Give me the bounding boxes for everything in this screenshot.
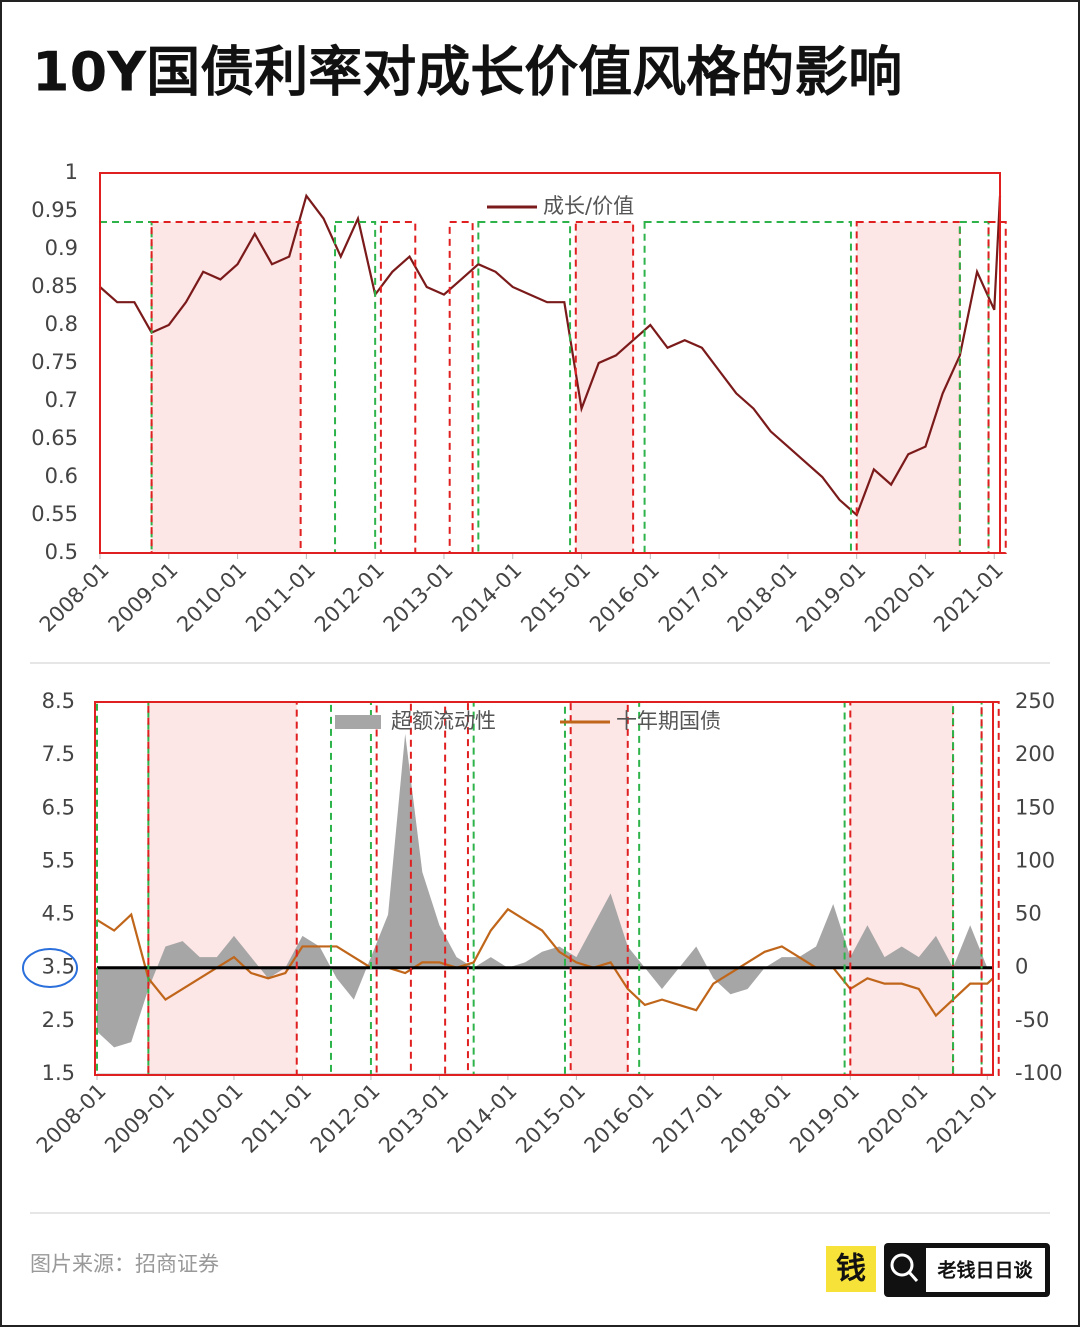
legend-label: 超额流动性 — [391, 709, 496, 733]
y-tick-label: 0.9 — [45, 236, 78, 260]
y-tick-label: 0.85 — [31, 274, 78, 298]
y2-tick-label: 200 — [1015, 742, 1055, 766]
search-icon — [907, 1271, 919, 1282]
highlight-circle — [22, 948, 78, 988]
title: 10Y国债利率对成长价值风格的影响 — [32, 41, 902, 104]
period-box — [987, 221, 1007, 554]
period-box — [379, 221, 417, 554]
brand-name: 老钱日日谈 — [937, 1259, 1033, 1282]
y-tick-label: 3.5 — [42, 955, 75, 979]
y-tick-label: 0.7 — [45, 388, 78, 412]
period-box — [574, 221, 635, 554]
y-tick-label: 0.65 — [31, 426, 78, 450]
y-tick-label: 4.5 — [42, 902, 75, 926]
y-tick-label: 0.95 — [31, 198, 78, 222]
brand-label-bg — [926, 1248, 1045, 1292]
y2-tick-label: -100 — [1015, 1061, 1063, 1085]
period-shade — [570, 702, 628, 1075]
period-shade — [148, 702, 297, 1075]
brand-logo-text: 钱 — [836, 1252, 866, 1287]
source: 图片来源：招商证券 — [30, 1252, 219, 1276]
period-shade — [575, 222, 634, 553]
search-icon — [890, 1253, 914, 1277]
y-tick-label: 0.8 — [45, 312, 78, 336]
brand-logo — [826, 1246, 876, 1292]
y2-tick-label: 50 — [1015, 902, 1042, 926]
plot-frame — [94, 701, 994, 1076]
y-tick-label: 5.5 — [42, 848, 75, 872]
period-shade — [850, 702, 954, 1075]
plot-frame — [99, 172, 1001, 554]
y2-tick-label: 0 — [1015, 955, 1028, 979]
y-tick-label: 0.75 — [31, 350, 78, 374]
period-shade — [856, 222, 960, 553]
period-box — [334, 221, 377, 554]
y2-tick-label: -50 — [1015, 1008, 1049, 1032]
period-box — [444, 701, 469, 1076]
y-tick-label: 1.5 — [42, 1061, 75, 1085]
y2-tick-label: 150 — [1015, 795, 1055, 819]
y-tick-label: 0.6 — [45, 464, 78, 488]
line — [96, 907, 994, 1018]
legend-label: 十年期国债 — [616, 709, 721, 733]
y-tick-label: 0.55 — [31, 502, 78, 526]
legend-swatch — [335, 715, 381, 729]
line — [99, 193, 1002, 517]
y-tick-label: 0.5 — [45, 540, 78, 564]
y-tick-label: 1 — [65, 160, 78, 184]
y2-tick-label: 100 — [1015, 848, 1055, 872]
y-tick-label: 2.5 — [42, 1008, 75, 1032]
y-tick-label: 7.5 — [42, 742, 75, 766]
y-tick-label: 8.5 — [42, 689, 75, 713]
y2-tick-label: 250 — [1015, 689, 1055, 713]
y-tick-label: 6.5 — [42, 795, 75, 819]
legend-label: 成长/价值 — [543, 194, 634, 218]
period-shade — [151, 222, 301, 553]
